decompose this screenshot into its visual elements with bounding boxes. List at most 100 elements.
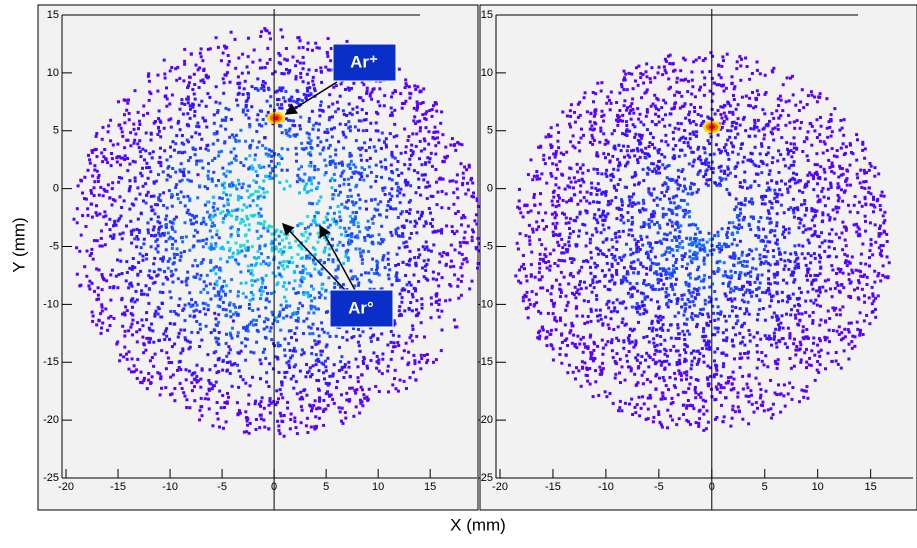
pixel [415, 335, 418, 338]
pixel [397, 186, 400, 189]
pixel [399, 188, 402, 191]
pixel [213, 122, 216, 125]
pixel [256, 329, 259, 332]
pixel [310, 139, 313, 142]
pixel [420, 215, 423, 218]
pixel [470, 195, 473, 198]
pixel [652, 342, 655, 345]
pixel [269, 105, 272, 108]
pixel [843, 349, 846, 352]
pixel [315, 353, 318, 356]
pixel [782, 158, 785, 161]
pixel [431, 225, 434, 228]
pixel [134, 176, 137, 179]
pixel [593, 286, 596, 289]
pixel [270, 292, 273, 295]
pixel [156, 238, 159, 241]
pixel [764, 334, 767, 337]
pixel [821, 286, 824, 289]
pixel [178, 77, 181, 80]
pixel [342, 376, 345, 379]
pixel [270, 225, 273, 228]
pixel [268, 362, 271, 365]
pixel [218, 390, 221, 393]
pixel [93, 180, 96, 183]
pixel [412, 295, 415, 298]
pixel [457, 210, 460, 213]
pixel [281, 420, 284, 423]
pixel [631, 205, 634, 208]
pixel [243, 203, 246, 206]
pixel [328, 375, 331, 378]
pixel [763, 363, 766, 366]
pixel [398, 305, 401, 308]
pixel [314, 248, 317, 251]
pixel [159, 119, 162, 122]
pixel [326, 51, 329, 54]
pixel [555, 177, 558, 180]
pixel [437, 272, 440, 275]
pixel [229, 310, 232, 313]
pixel [830, 264, 833, 267]
pixel [284, 100, 287, 103]
pixel [262, 187, 265, 190]
pixel [713, 319, 716, 322]
pixel [312, 404, 315, 407]
pixel [364, 239, 367, 242]
pixel [107, 130, 110, 133]
pixel [80, 234, 83, 237]
pixel [116, 286, 119, 289]
pixel [168, 237, 171, 240]
pixel [735, 198, 738, 201]
pixel [659, 350, 662, 353]
pixel [689, 121, 692, 124]
pixel [143, 158, 146, 161]
pixel [637, 365, 640, 368]
pixel [303, 188, 306, 191]
pixel [304, 227, 307, 230]
pixel [213, 266, 216, 269]
pixel [260, 417, 263, 420]
y-axis-label: Y (mm) [9, 217, 28, 272]
pixel [270, 150, 273, 153]
pixel [259, 289, 262, 292]
pixel [405, 210, 408, 213]
pixel [349, 221, 352, 224]
pixel [595, 298, 598, 301]
pixel [382, 254, 385, 257]
pixel [236, 82, 239, 85]
pixel [435, 278, 438, 281]
pixel [842, 286, 845, 289]
pixel [182, 174, 185, 177]
pixel [244, 140, 247, 143]
pixel [221, 118, 224, 121]
pixel [128, 189, 131, 192]
pixel [423, 259, 426, 262]
pixel [139, 381, 142, 384]
pixel [179, 352, 182, 355]
pixel [218, 331, 221, 334]
pixel [200, 274, 203, 277]
pixel [839, 313, 842, 316]
pixel [350, 176, 353, 179]
pixel [362, 129, 365, 132]
pixel [548, 269, 551, 272]
pixel [413, 169, 416, 172]
pixel [104, 190, 107, 193]
pixel [654, 405, 657, 408]
pixel [624, 402, 627, 405]
pixel [464, 193, 467, 196]
pixel [146, 221, 149, 224]
pixel [101, 288, 104, 291]
pixel [690, 71, 693, 74]
pixel [226, 361, 229, 364]
pixel [81, 192, 84, 195]
pixel [320, 294, 323, 297]
pixel [310, 182, 313, 185]
pixel [164, 218, 167, 221]
pixel [239, 129, 242, 132]
pixel [864, 263, 867, 266]
pixel [416, 171, 419, 174]
pixel [268, 404, 271, 407]
pixel [187, 101, 190, 104]
